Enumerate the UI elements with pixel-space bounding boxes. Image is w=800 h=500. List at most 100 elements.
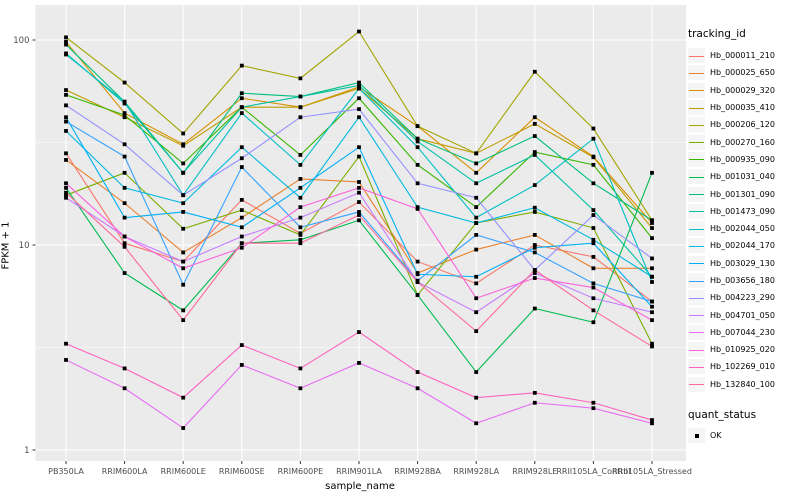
- data-point: [357, 180, 361, 184]
- data-point: [181, 318, 186, 323]
- legend-item: Hb_003656_180: [688, 272, 798, 289]
- legend-key-line-icon: [688, 65, 705, 81]
- data-point: [64, 42, 68, 47]
- data-point: [239, 165, 244, 169]
- data-point: [122, 142, 127, 147]
- data-point: [357, 29, 361, 34]
- data-point: [591, 296, 596, 301]
- data-point: [650, 344, 654, 349]
- data-point: [181, 201, 186, 206]
- data-point: [122, 170, 127, 175]
- x-tick-label: RRII105LA_Stressed: [612, 467, 692, 476]
- x-tick-label: RRIM928LA: [453, 467, 499, 476]
- data-point: [239, 245, 244, 250]
- legend-item-label: Hb_007044_230: [710, 327, 775, 337]
- data-point: [650, 221, 654, 225]
- data-point: [650, 280, 654, 284]
- data-point: [474, 329, 479, 334]
- data-point: [474, 370, 479, 374]
- data-point: [64, 151, 68, 156]
- data-point: [532, 271, 537, 275]
- data-point: [591, 308, 596, 313]
- data-point: [357, 330, 361, 334]
- data-point: [415, 370, 420, 374]
- legend-key-line-icon: [688, 100, 705, 116]
- data-point: [64, 92, 68, 97]
- panel-background: [35, 5, 686, 461]
- legend-item-label: Hb_003656_180: [710, 276, 775, 285]
- data-point: [591, 281, 596, 286]
- data-point: [64, 181, 68, 186]
- data-point: [415, 145, 420, 150]
- data-point: [474, 281, 479, 286]
- legend-key-line-icon: [688, 134, 705, 150]
- data-point: [650, 266, 654, 271]
- data-point: [532, 306, 537, 311]
- legend-item: Hb_004223_290: [688, 289, 798, 306]
- data-point: [591, 266, 596, 271]
- data-point: [64, 35, 68, 40]
- data-point: [415, 124, 420, 129]
- data-point: [650, 341, 654, 346]
- data-point: [239, 156, 244, 161]
- ok-square-marker-icon: [688, 428, 705, 444]
- data-point: [239, 91, 244, 96]
- data-point: [298, 115, 303, 120]
- data-point: [591, 126, 596, 131]
- data-point: [357, 83, 361, 88]
- legend-key-line-icon: [688, 376, 705, 392]
- x-tick-label: RRIM600LA: [102, 467, 148, 476]
- data-point: [474, 233, 479, 237]
- data-point: [122, 386, 127, 391]
- legend-item: Hb_000935_090: [688, 151, 798, 168]
- legend-item-label: Hb_004223_290: [710, 293, 775, 303]
- data-point: [298, 386, 303, 391]
- data-point: [415, 207, 420, 211]
- legend-item-label: Hb_000206_120: [710, 120, 775, 130]
- data-point: [532, 233, 537, 237]
- data-point: [122, 271, 127, 275]
- data-point: [239, 234, 244, 239]
- data-point: [591, 400, 596, 405]
- data-point: [532, 250, 537, 255]
- data-point: [239, 225, 244, 230]
- data-point: [415, 181, 420, 186]
- legend-item-label: Hb_004701_050: [710, 310, 775, 320]
- legend-item: Hb_007044_230: [688, 324, 798, 341]
- legend-item-label: Hb_010925_020: [710, 345, 775, 355]
- legend-item: Hb_132840_100: [688, 376, 798, 393]
- legend-item: Hb_002044_050: [688, 220, 798, 237]
- data-point: [532, 134, 537, 138]
- data-point: [64, 195, 68, 200]
- data-point: [298, 241, 303, 246]
- data-point: [532, 210, 537, 214]
- data-point: [122, 80, 127, 85]
- data-point: [357, 210, 361, 214]
- data-point: [298, 366, 303, 371]
- data-point: [650, 421, 654, 426]
- y-tick-label: 100: [13, 36, 29, 46]
- data-point: [64, 193, 68, 198]
- data-point: [122, 241, 127, 246]
- legend-item: Hb_001301_090: [688, 185, 798, 202]
- data-point: [415, 259, 420, 264]
- legend-key-line-icon: [688, 255, 705, 271]
- quant-status-label: OK: [710, 431, 722, 441]
- data-point: [181, 161, 186, 166]
- data-point: [298, 177, 303, 181]
- legend-key-line-icon: [688, 221, 705, 237]
- data-point: [357, 200, 361, 204]
- data-point: [181, 210, 186, 214]
- data-point: [64, 103, 68, 108]
- legend-key-line-icon: [688, 48, 705, 64]
- data-point: [591, 241, 596, 246]
- quant-status-legend-title: quant_status: [688, 408, 757, 421]
- legend-item-label: Hb_001301_090: [710, 189, 775, 199]
- data-point: [298, 237, 303, 242]
- data-point: [239, 145, 244, 150]
- data-point: [357, 86, 361, 91]
- data-point: [357, 96, 361, 101]
- x-tick-label: RRIM600PE: [278, 467, 324, 476]
- data-point: [532, 268, 537, 272]
